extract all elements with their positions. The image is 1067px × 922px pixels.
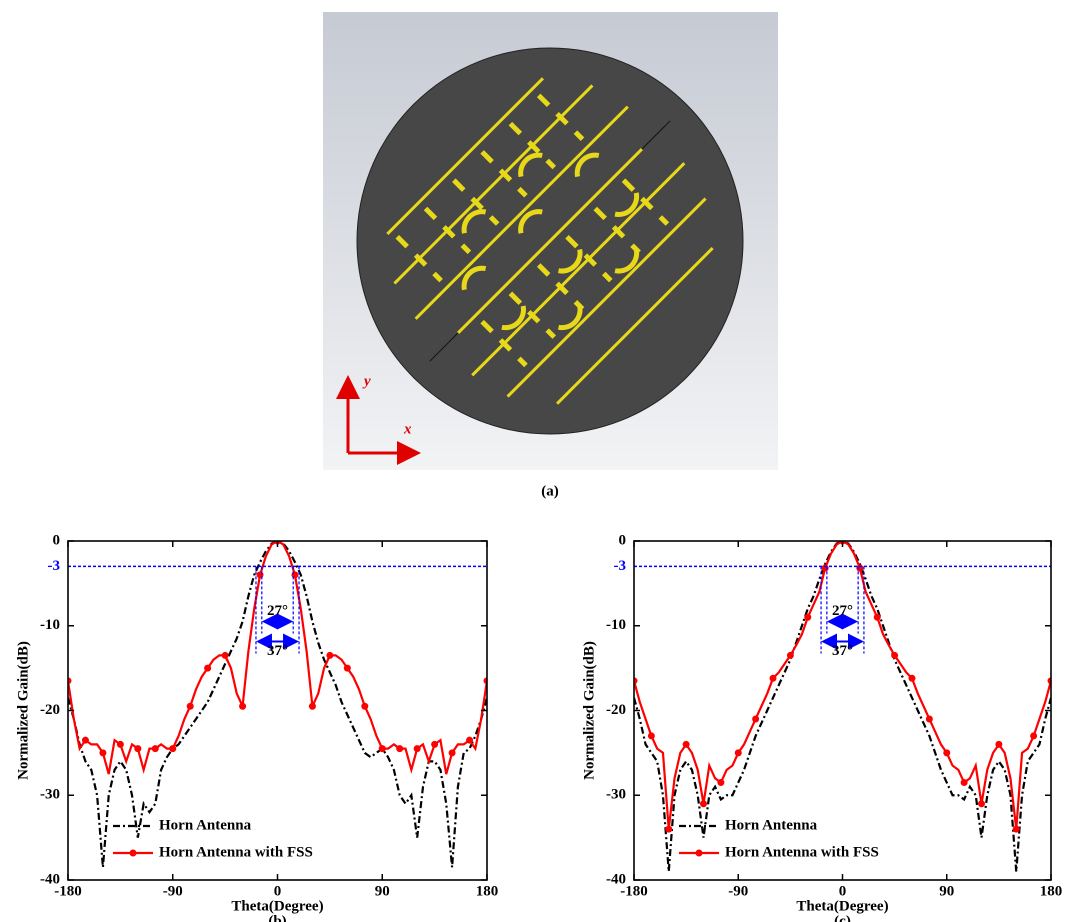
series-line — [68, 541, 487, 867]
series-marker — [822, 565, 829, 572]
series-marker — [326, 652, 333, 659]
series-marker — [82, 737, 89, 744]
legend-marker — [130, 850, 137, 857]
y-tick-label: -10 — [40, 617, 60, 633]
x-tick-label: 90 — [375, 883, 390, 899]
x-tick-label: -90 — [728, 883, 748, 899]
series-marker — [99, 749, 106, 756]
series-marker — [361, 703, 368, 710]
x-tick-label: 90 — [939, 883, 954, 899]
series-marker — [804, 614, 811, 621]
series-marker — [770, 675, 777, 682]
series-marker — [396, 745, 403, 752]
x-axis-label: Theta(Degree) — [231, 898, 323, 914]
beamwidth-label: 27° — [267, 603, 288, 619]
reference-label: -3 — [48, 558, 61, 574]
y-tick-label: -10 — [606, 617, 626, 633]
x-tick-label: -180 — [620, 883, 648, 899]
series-marker — [926, 715, 933, 722]
series-marker — [856, 565, 863, 572]
axes-frame — [634, 541, 1051, 880]
series-marker — [1013, 826, 1020, 833]
series-marker — [344, 665, 351, 672]
series-marker — [431, 741, 438, 748]
beamwidth-label: 27° — [832, 603, 853, 619]
series-marker — [134, 745, 141, 752]
caption: (c) — [834, 913, 851, 922]
legend-label: Horn Antenna with FSS — [159, 844, 313, 860]
y-tick-label: 0 — [619, 532, 627, 548]
series-marker — [466, 737, 473, 744]
series-marker — [787, 652, 794, 659]
series-marker — [735, 749, 742, 756]
plot-area — [65, 538, 491, 868]
legend-label: Horn Antenna with FSS — [725, 844, 879, 860]
y-tick-label: -20 — [606, 702, 626, 718]
series-marker — [222, 652, 229, 659]
series-marker — [117, 741, 124, 748]
series-marker — [874, 614, 881, 621]
caption: (b) — [268, 913, 286, 922]
series-marker — [309, 703, 316, 710]
series-marker — [683, 741, 690, 748]
series-marker — [187, 703, 194, 710]
series-marker — [169, 745, 176, 752]
y-axis-label: Normalized Gain(dB) — [581, 641, 597, 780]
series-marker — [891, 652, 898, 659]
series-marker — [717, 779, 724, 786]
series-line — [634, 541, 1051, 872]
page: y x (a) -327°37°0-10-20-30-40-180-900901… — [0, 0, 1067, 922]
panel-a: y x (a) — [323, 12, 778, 499]
series-marker — [700, 800, 707, 807]
x-tick-label: 0 — [839, 883, 847, 899]
series-marker — [1030, 732, 1037, 739]
series-marker — [257, 571, 264, 578]
beamwidth-label: 37° — [832, 643, 853, 659]
x-tick-label: 0 — [274, 883, 282, 899]
legend-label: Horn Antenna — [159, 817, 252, 833]
series-marker — [978, 800, 985, 807]
series-marker — [152, 745, 159, 752]
series-marker — [449, 749, 456, 756]
series-marker — [379, 745, 386, 752]
series-marker — [239, 703, 246, 710]
x-tick-label: -180 — [54, 883, 82, 899]
x-tick-label: 180 — [476, 883, 499, 899]
figure: y x (a) -327°37°0-10-20-30-40-180-900901… — [0, 0, 1067, 922]
y-tick-label: -30 — [606, 787, 626, 803]
series-marker — [909, 675, 916, 682]
panel-label: (a) — [541, 483, 559, 499]
x-axis-label: Theta(Degree) — [796, 898, 888, 914]
legend-marker — [696, 850, 703, 857]
series-marker — [752, 715, 759, 722]
beamwidth-label: 37° — [267, 643, 288, 659]
axis-x-label: x — [403, 421, 412, 437]
series-marker — [943, 749, 950, 756]
y-tick-label: -30 — [40, 787, 60, 803]
axis-y-label: y — [362, 373, 371, 389]
series-marker — [665, 826, 672, 833]
axes-frame — [68, 541, 487, 880]
plot-area — [631, 538, 1055, 872]
legend-label: Horn Antenna — [725, 817, 818, 833]
y-axis-label: Normalized Gain(dB) — [15, 641, 31, 780]
series-marker — [291, 571, 298, 578]
series-marker — [204, 665, 211, 672]
series-marker — [414, 745, 421, 752]
series-marker — [648, 732, 655, 739]
series-marker — [961, 779, 968, 786]
y-tick-label: 0 — [53, 532, 61, 548]
y-tick-label: -20 — [40, 702, 60, 718]
x-tick-label: -90 — [163, 883, 183, 899]
series-marker — [995, 741, 1002, 748]
x-tick-label: 180 — [1040, 883, 1063, 899]
reference-label: -3 — [614, 558, 627, 574]
